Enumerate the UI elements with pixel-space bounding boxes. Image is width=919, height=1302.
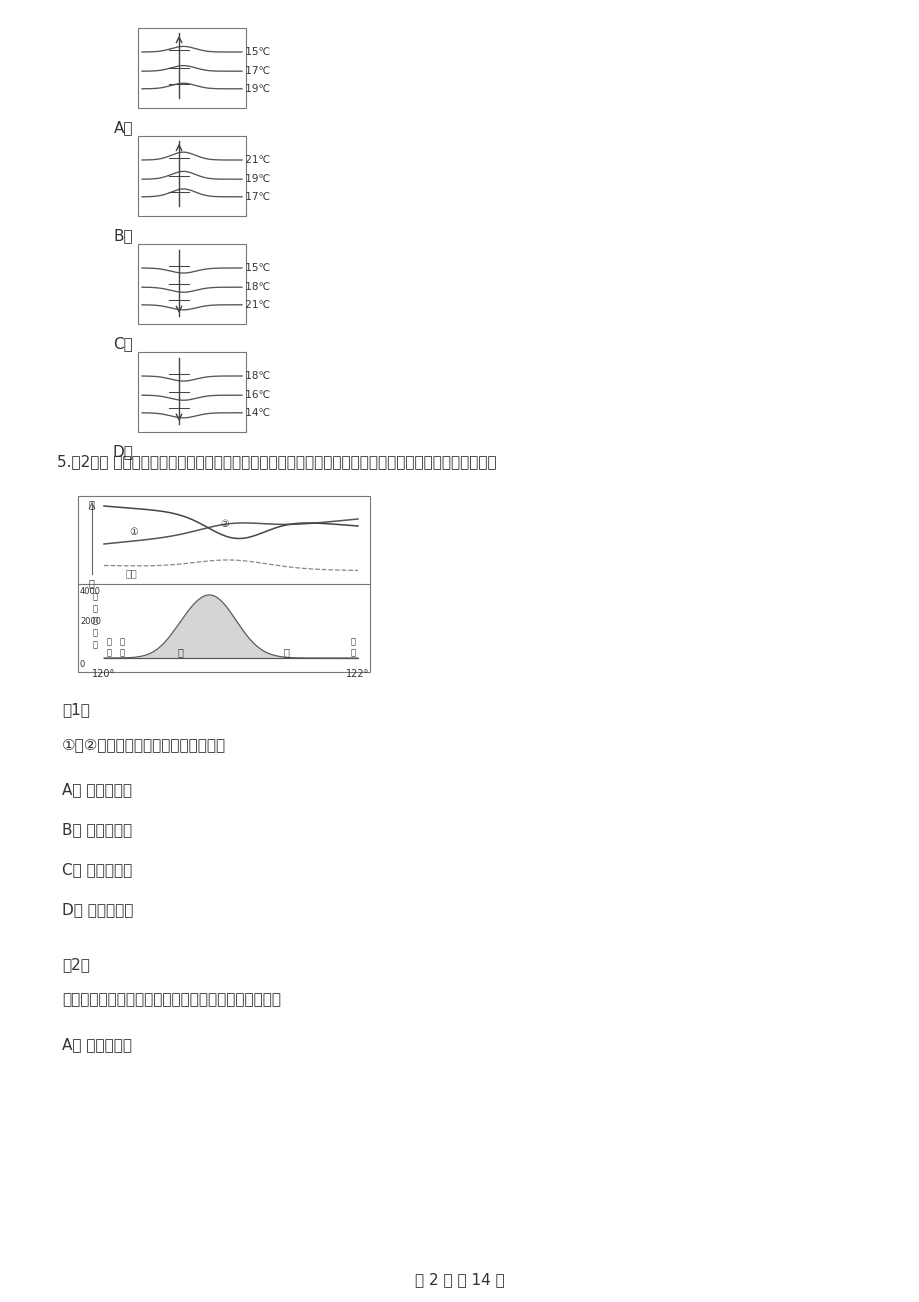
Text: 0: 0 bbox=[80, 660, 85, 669]
Bar bbox=[138, 243, 245, 324]
Text: 2000: 2000 bbox=[80, 617, 101, 626]
Text: ①、②两条曲线代表的分别是（　　）: ①、②两条曲线代表的分别是（ ） bbox=[62, 737, 226, 753]
Text: 丙: 丙 bbox=[284, 647, 289, 658]
Text: 海
洋: 海 洋 bbox=[119, 638, 124, 658]
Text: B． 降水、光照: B． 降水、光照 bbox=[62, 822, 132, 837]
Text: （2）: （2） bbox=[62, 957, 90, 973]
Text: D．: D． bbox=[112, 444, 133, 460]
Bar bbox=[138, 352, 245, 432]
Text: 21℃: 21℃ bbox=[242, 155, 270, 165]
Text: 度: 度 bbox=[93, 604, 97, 613]
Text: 米: 米 bbox=[93, 628, 97, 637]
Text: D． 气压、光照: D． 气压、光照 bbox=[62, 902, 133, 917]
Text: 高: 高 bbox=[93, 592, 97, 602]
Text: ②: ② bbox=[221, 519, 229, 529]
Text: C． 光照、降水: C． 光照、降水 bbox=[62, 862, 132, 878]
Text: 21℃: 21℃ bbox=[242, 299, 270, 310]
Text: （1）: （1） bbox=[62, 702, 90, 717]
Text: 气温: 气温 bbox=[125, 568, 137, 578]
Text: 122°: 122° bbox=[346, 669, 369, 680]
Text: 15℃: 15℃ bbox=[242, 47, 270, 57]
Text: 第 2 页 共 14 页: 第 2 页 共 14 页 bbox=[414, 1272, 505, 1286]
Text: 17℃: 17℃ bbox=[242, 191, 270, 202]
Text: A．: A． bbox=[113, 120, 133, 135]
Text: （: （ bbox=[93, 616, 97, 625]
Text: 19℃: 19℃ bbox=[242, 83, 270, 94]
Text: 17℃: 17℃ bbox=[242, 66, 270, 77]
Text: 19℃: 19℃ bbox=[242, 174, 270, 184]
Text: 大: 大 bbox=[88, 499, 94, 509]
Text: ①: ① bbox=[130, 527, 138, 538]
Text: 甲: 甲 bbox=[177, 647, 183, 658]
Text: 4000: 4000 bbox=[80, 587, 101, 596]
Bar bbox=[78, 496, 369, 672]
Text: 5.（2分） 图下部为中国某岛屿沿北回归线地形剖面图，上部为该地区相关地理事物沿线变化图。回答问题: 5.（2分） 图下部为中国某岛屿沿北回归线地形剖面图，上部为该地区相关地理事物沿… bbox=[57, 454, 496, 469]
Bar bbox=[138, 135, 245, 216]
Text: 120°: 120° bbox=[92, 669, 116, 680]
Text: B．: B． bbox=[113, 228, 133, 243]
Text: 14℃: 14℃ bbox=[242, 408, 270, 418]
Text: 西
侧: 西 侧 bbox=[107, 638, 111, 658]
Text: 16℃: 16℃ bbox=[242, 391, 270, 400]
Text: C．: C． bbox=[113, 336, 133, 352]
Text: A． 寒潮、洪淝: A． 寒潮、洪淝 bbox=[62, 1036, 131, 1052]
Text: 15℃: 15℃ bbox=[242, 263, 270, 273]
Text: 18℃: 18℃ bbox=[242, 371, 270, 381]
Text: ）: ） bbox=[93, 641, 97, 648]
Text: 18℃: 18℃ bbox=[242, 283, 270, 292]
Bar bbox=[138, 29, 245, 108]
Text: 对该岛屿生活生产危害最大的两种自然灾害是（　　）: 对该岛屿生活生产危害最大的两种自然灾害是（ ） bbox=[62, 992, 280, 1006]
Text: 海
洋: 海 洋 bbox=[350, 638, 355, 658]
Text: A． 降水、气压: A． 降水、气压 bbox=[62, 783, 131, 797]
Text: 小: 小 bbox=[88, 578, 94, 589]
